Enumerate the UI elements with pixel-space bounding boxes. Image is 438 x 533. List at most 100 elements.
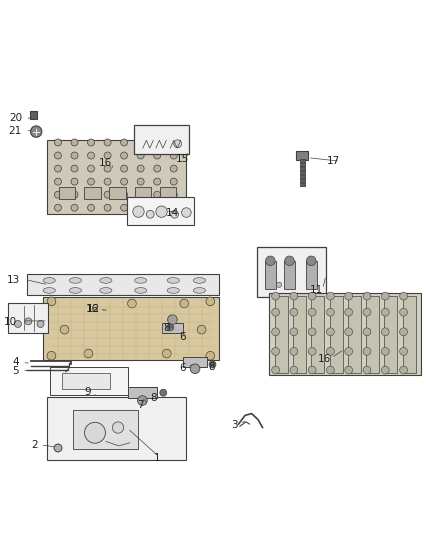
Text: 3: 3: [231, 420, 238, 430]
Circle shape: [272, 348, 279, 356]
Circle shape: [88, 165, 95, 172]
Circle shape: [154, 139, 161, 146]
Bar: [265, 261, 276, 289]
Bar: [160, 187, 177, 199]
Text: 8: 8: [208, 362, 215, 372]
Circle shape: [381, 366, 389, 374]
Ellipse shape: [193, 288, 205, 293]
Circle shape: [88, 152, 95, 159]
Circle shape: [120, 191, 127, 198]
Circle shape: [104, 165, 111, 172]
Circle shape: [345, 348, 353, 356]
Circle shape: [272, 292, 279, 300]
Ellipse shape: [134, 278, 147, 283]
Circle shape: [206, 297, 215, 305]
Circle shape: [326, 348, 334, 356]
Text: 12: 12: [87, 304, 100, 314]
Text: 4: 4: [12, 357, 19, 367]
Bar: [300, 159, 305, 186]
Text: 8: 8: [150, 392, 157, 402]
Polygon shape: [43, 297, 219, 360]
Circle shape: [54, 444, 62, 452]
Circle shape: [399, 328, 407, 336]
Circle shape: [156, 206, 167, 217]
Circle shape: [399, 366, 407, 374]
Polygon shape: [73, 410, 138, 449]
Circle shape: [290, 366, 298, 374]
Circle shape: [88, 204, 95, 211]
Circle shape: [47, 297, 56, 305]
Circle shape: [84, 349, 93, 358]
Circle shape: [363, 366, 371, 374]
Circle shape: [345, 292, 353, 300]
Circle shape: [345, 308, 353, 316]
Circle shape: [154, 165, 161, 172]
Bar: [284, 261, 295, 289]
Circle shape: [137, 139, 144, 146]
Circle shape: [326, 292, 334, 300]
Circle shape: [37, 320, 44, 327]
Circle shape: [167, 324, 174, 331]
Circle shape: [285, 256, 294, 265]
Text: 15: 15: [176, 154, 189, 164]
Circle shape: [137, 204, 144, 211]
Circle shape: [345, 366, 353, 374]
Circle shape: [104, 178, 111, 185]
Circle shape: [399, 292, 407, 300]
Circle shape: [209, 361, 216, 368]
Circle shape: [71, 139, 78, 146]
Circle shape: [170, 191, 177, 198]
Text: 16: 16: [318, 354, 331, 364]
Circle shape: [399, 308, 407, 316]
Circle shape: [14, 320, 21, 327]
Text: 7: 7: [138, 400, 144, 410]
Bar: [297, 151, 308, 160]
Ellipse shape: [167, 278, 180, 283]
Ellipse shape: [167, 288, 180, 293]
Circle shape: [54, 139, 61, 146]
Circle shape: [138, 396, 147, 405]
Circle shape: [363, 292, 371, 300]
Circle shape: [170, 204, 177, 211]
Text: 13: 13: [7, 275, 20, 285]
Circle shape: [290, 328, 298, 336]
Circle shape: [345, 328, 353, 336]
Bar: [366, 296, 379, 373]
Circle shape: [71, 204, 78, 211]
Circle shape: [54, 191, 61, 198]
Text: 5: 5: [12, 366, 19, 376]
Circle shape: [54, 178, 61, 185]
Text: 9: 9: [84, 387, 91, 397]
Circle shape: [71, 191, 78, 198]
Circle shape: [272, 328, 279, 336]
Polygon shape: [269, 293, 421, 375]
Ellipse shape: [134, 288, 147, 293]
Circle shape: [137, 178, 144, 185]
Circle shape: [146, 211, 154, 218]
Ellipse shape: [69, 278, 81, 283]
Bar: [293, 296, 306, 373]
Circle shape: [381, 328, 389, 336]
Text: 16: 16: [99, 158, 112, 168]
Bar: [311, 296, 324, 373]
Circle shape: [272, 366, 279, 374]
Circle shape: [182, 208, 191, 217]
Circle shape: [88, 191, 95, 198]
Circle shape: [290, 348, 298, 356]
Circle shape: [54, 204, 61, 211]
Circle shape: [170, 139, 177, 146]
Circle shape: [120, 178, 127, 185]
Circle shape: [137, 152, 144, 159]
Bar: [59, 187, 75, 199]
Bar: [127, 197, 194, 225]
Text: 21: 21: [9, 126, 22, 136]
Polygon shape: [184, 357, 207, 367]
Bar: [8, 303, 48, 333]
Polygon shape: [127, 387, 157, 398]
Circle shape: [120, 165, 127, 172]
Circle shape: [137, 165, 144, 172]
Text: 6: 6: [179, 364, 186, 373]
Circle shape: [170, 152, 177, 159]
Circle shape: [104, 139, 111, 146]
Circle shape: [170, 178, 177, 185]
